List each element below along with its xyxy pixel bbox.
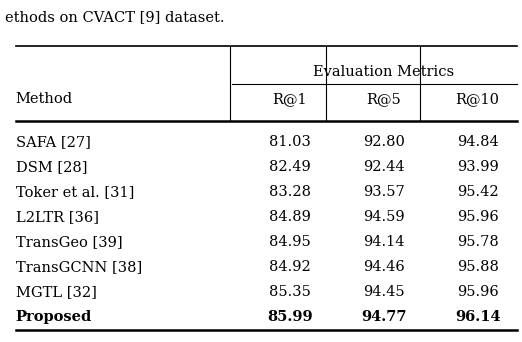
- Text: 94.84: 94.84: [457, 135, 499, 149]
- Text: 95.88: 95.88: [457, 260, 499, 274]
- Text: 94.14: 94.14: [363, 235, 405, 249]
- Text: 82.49: 82.49: [269, 160, 311, 174]
- Text: 81.03: 81.03: [269, 135, 311, 149]
- Text: 84.95: 84.95: [269, 235, 311, 249]
- Text: Toker et al. [31]: Toker et al. [31]: [16, 185, 134, 199]
- Text: SAFA [27]: SAFA [27]: [16, 135, 90, 149]
- Text: 95.96: 95.96: [457, 285, 499, 299]
- Text: 93.57: 93.57: [363, 185, 405, 199]
- Text: Evaluation Metrics: Evaluation Metrics: [313, 65, 454, 79]
- Text: MGTL [32]: MGTL [32]: [16, 285, 97, 299]
- Text: 95.42: 95.42: [457, 185, 499, 199]
- Text: R@10: R@10: [456, 92, 500, 106]
- Text: 94.77: 94.77: [361, 310, 407, 324]
- Text: 95.96: 95.96: [457, 210, 499, 224]
- Text: 94.45: 94.45: [363, 285, 405, 299]
- Text: 84.89: 84.89: [269, 210, 311, 224]
- Text: 94.59: 94.59: [363, 210, 405, 224]
- Text: 96.14: 96.14: [455, 310, 501, 324]
- Text: Proposed: Proposed: [16, 310, 92, 324]
- Text: 84.92: 84.92: [269, 260, 311, 274]
- Text: L2LTR [36]: L2LTR [36]: [16, 210, 99, 224]
- Text: ethods on CVACT [9] dataset.: ethods on CVACT [9] dataset.: [5, 10, 224, 24]
- Text: TransGeo [39]: TransGeo [39]: [16, 235, 122, 249]
- Text: 92.80: 92.80: [363, 135, 405, 149]
- Text: 95.78: 95.78: [457, 235, 499, 249]
- Text: TransGCNN [38]: TransGCNN [38]: [16, 260, 142, 274]
- Text: R@5: R@5: [366, 92, 401, 106]
- Text: R@1: R@1: [272, 92, 307, 106]
- Text: 85.99: 85.99: [267, 310, 313, 324]
- Text: 94.46: 94.46: [363, 260, 405, 274]
- Text: 92.44: 92.44: [363, 160, 405, 174]
- Text: 85.35: 85.35: [269, 285, 311, 299]
- Text: 93.99: 93.99: [457, 160, 499, 174]
- Text: Method: Method: [16, 92, 73, 106]
- Text: 83.28: 83.28: [269, 185, 311, 199]
- Text: DSM [28]: DSM [28]: [16, 160, 87, 174]
